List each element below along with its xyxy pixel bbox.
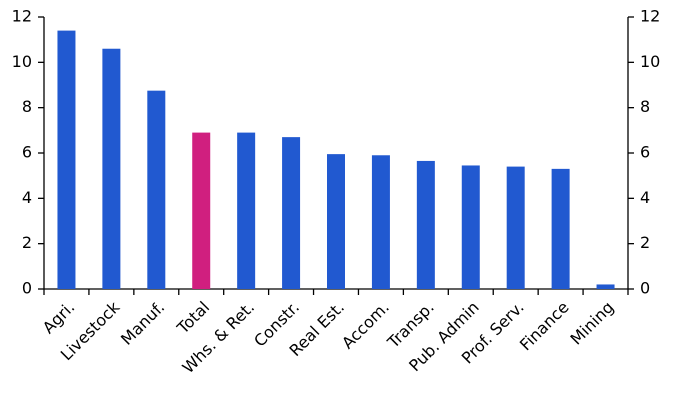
x-tick-label: Manuf. (117, 298, 168, 349)
y-tick-label: 8 (22, 97, 32, 116)
x-tick-label: Accom. (338, 298, 393, 353)
y2-tick-label: 12 (640, 7, 660, 26)
bar (416, 160, 435, 289)
y2-tick-label: 6 (640, 143, 650, 162)
y-tick-label: 2 (22, 233, 32, 252)
x-tick-label: Finance (516, 298, 573, 355)
y-tick-label: 10 (12, 52, 32, 71)
x-tick-label: Agri. (39, 298, 79, 338)
y-tick-label: 12 (12, 7, 32, 26)
bar (551, 168, 570, 289)
bar (57, 30, 76, 289)
y-tick-label: 6 (22, 143, 32, 162)
bar (596, 284, 615, 289)
x-tick-label: Total (173, 298, 214, 339)
bar (282, 137, 301, 289)
y-tick-label: 0 (22, 279, 32, 298)
y2-tick-label: 0 (640, 279, 650, 298)
x-tick-label: Mining (567, 298, 618, 349)
bar (102, 48, 121, 289)
y2-tick-label: 4 (640, 188, 650, 207)
bar (461, 165, 480, 289)
bar (327, 154, 345, 289)
bar (237, 132, 256, 289)
bar (192, 132, 211, 289)
y2-tick-label: 2 (640, 233, 650, 252)
bar (506, 166, 525, 289)
y-tick-label: 4 (22, 188, 32, 207)
bar (147, 90, 166, 290)
y2-tick-label: 8 (640, 97, 650, 116)
y2-tick-label: 10 (640, 52, 660, 71)
bar (371, 155, 390, 289)
